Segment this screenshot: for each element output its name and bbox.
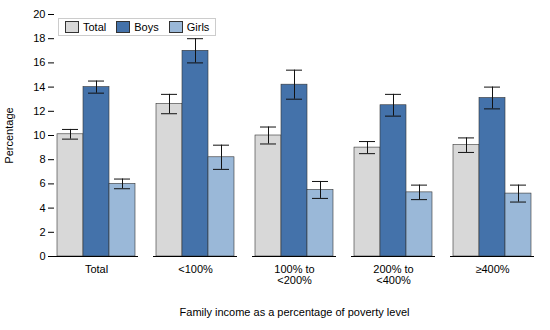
- svg-text:Percentage: Percentage: [3, 107, 15, 163]
- svg-text:16: 16: [33, 56, 45, 68]
- svg-text:4: 4: [39, 202, 45, 214]
- html-text:Boys: Boys: [134, 21, 159, 33]
- html-text:Girls: Girls: [186, 21, 210, 33]
- svg-text:6: 6: [39, 177, 45, 189]
- svg-text:18: 18: [33, 32, 45, 44]
- svg-text:2: 2: [39, 226, 45, 238]
- svg-text:0: 0: [39, 250, 45, 262]
- svg-text:≥400%: ≥400%: [475, 263, 509, 275]
- svg-text:10: 10: [33, 129, 45, 141]
- svg-text:100% to<200%: 100% to<200%: [274, 263, 314, 286]
- svg-text:Total: Total: [85, 263, 108, 275]
- html-text:Total: Total: [83, 21, 107, 33]
- svg-text:<100%: <100%: [178, 263, 213, 275]
- svg-text:200% to<400%: 200% to<400%: [373, 263, 413, 286]
- svg-text:14: 14: [33, 81, 45, 93]
- svg-text:8: 8: [39, 153, 45, 165]
- svg-text:20: 20: [33, 8, 45, 20]
- svg-text:12: 12: [33, 105, 45, 117]
- svg-text:Family income as a percentage: Family income as a percentage of poverty…: [180, 306, 410, 318]
